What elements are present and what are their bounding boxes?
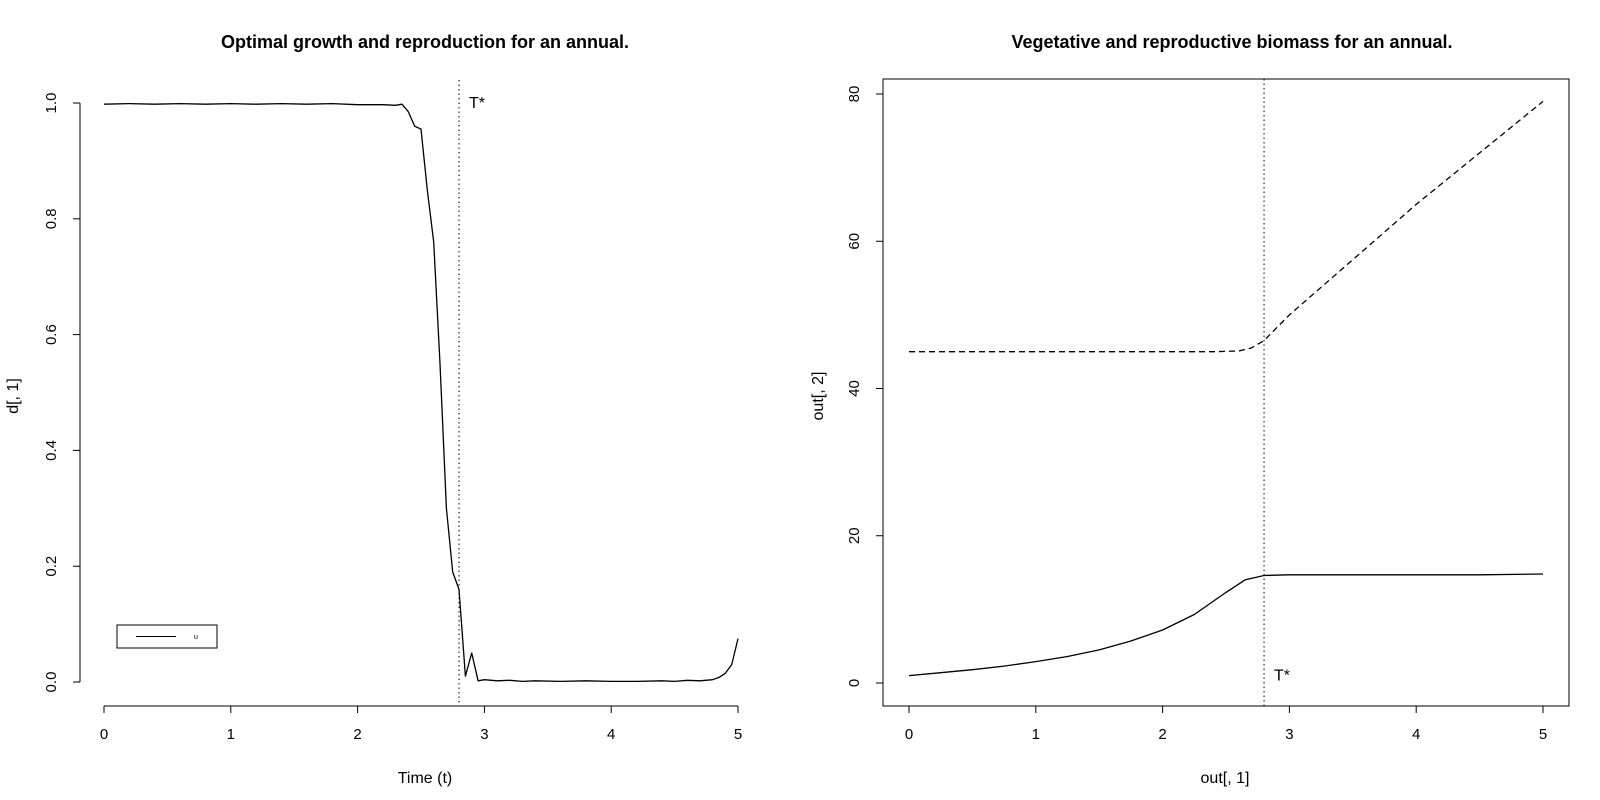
right-y-tick-labels: 0 20 40 60 80 — [846, 86, 863, 688]
right-y-tick-label: 80 — [846, 86, 863, 103]
right-axes — [876, 93, 1544, 713]
right-x-tick-label: 1 — [1032, 726, 1040, 743]
right-y-tick-label: 60 — [846, 233, 863, 250]
right-x-tick-label: 0 — [905, 726, 913, 743]
right-chart-title: Vegetative and reproductive biomass for … — [1011, 32, 1452, 52]
left-x-tick-label: 3 — [480, 726, 488, 743]
left-x-tick-label: 4 — [607, 726, 615, 743]
right-y-tick-label: 0 — [846, 679, 863, 687]
left-y-tick-label: 0.8 — [43, 208, 60, 229]
left-y-tick-labels: 0.0 0.2 0.4 0.6 0.8 1.0 — [43, 93, 60, 693]
left-y-tick-label: 0.0 — [43, 672, 60, 693]
right-y-axis-label: out[, 2] — [810, 372, 827, 421]
right-plot-frame — [882, 78, 1570, 707]
right-y-tick-label: 20 — [846, 527, 863, 544]
panel-left: Optimal growth and reproduction for an a… — [5, 32, 742, 787]
left-axes — [73, 102, 739, 713]
left-x-tick-label: 1 — [227, 726, 235, 743]
right-series — [908, 100, 1544, 677]
left-y-tick-label: 1.0 — [43, 93, 60, 114]
right-x-tick-label: 3 — [1285, 726, 1293, 743]
right-x-tick-label: 2 — [1158, 726, 1166, 743]
right-x-tick-labels: 0 1 2 3 4 5 — [905, 726, 1547, 743]
right-tstar-label: T* — [1274, 668, 1290, 685]
left-x-tick-label: 5 — [734, 726, 742, 743]
legend-entry-u: u — [194, 634, 198, 641]
left-y-tick-label: 0.6 — [43, 324, 60, 345]
left-series-solid-line — [103, 102, 739, 683]
panel-right: Vegetative and reproductive biomass for … — [810, 32, 1570, 787]
left-x-tick-label: 2 — [353, 726, 361, 743]
left-y-axis-label: d[, 1] — [5, 378, 22, 414]
right-y-tick-label: 40 — [846, 380, 863, 397]
right-x-tick-label: 5 — [1539, 726, 1547, 743]
left-legend: u — [116, 624, 218, 649]
left-x-tick-labels: 0 1 2 3 4 5 — [100, 726, 742, 743]
left-x-axis-label: Time (t) — [398, 770, 453, 787]
right-x-tick-label: 4 — [1412, 726, 1420, 743]
left-y-tick-label: 0.2 — [43, 556, 60, 577]
left-series — [103, 102, 739, 683]
right-series-solid-line — [908, 573, 1544, 677]
right-x-axis-label: out[, 1] — [1201, 770, 1250, 787]
legend-box — [116, 624, 218, 649]
right-series-dashed-line — [909, 100, 1544, 353]
left-tstar-label: T* — [469, 95, 485, 112]
left-chart-title: Optimal growth and reproduction for an a… — [221, 32, 629, 52]
left-x-tick-label: 0 — [100, 726, 108, 743]
left-y-tick-label: 0.4 — [43, 440, 60, 461]
